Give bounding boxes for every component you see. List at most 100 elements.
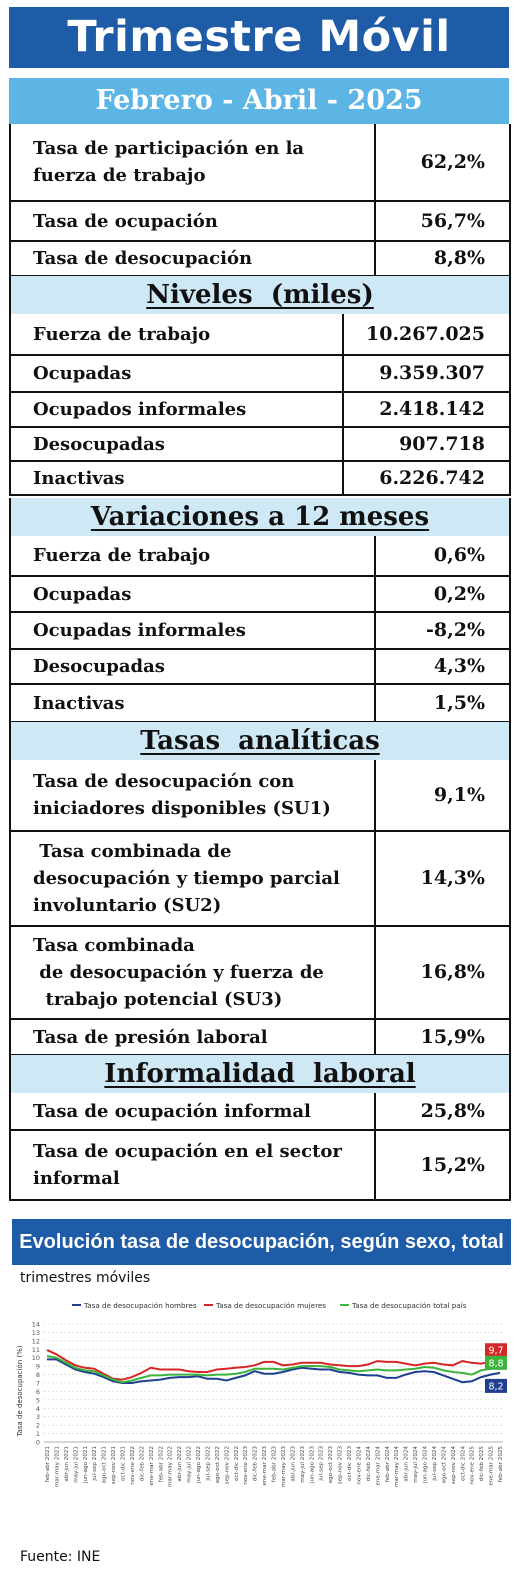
table-row: Fuerza de trabajo 10.267.025 <box>9 314 511 356</box>
x-tick-label: dic-feb 2022 <box>139 1446 145 1481</box>
x-tick-label: jun-ago 2022 <box>196 1446 202 1484</box>
y-tick-label: 5 <box>36 1396 40 1404</box>
indicator-label-line: Tasa de presión laboral <box>33 1026 268 1048</box>
table-row: Tasa combinada de desocupación y tiempo p… <box>9 831 511 927</box>
indicator-value: 9.359.307 <box>342 355 511 393</box>
x-tick-label: jul-sep 2022 <box>205 1446 211 1482</box>
x-tick-label: abr-jun 2023 <box>290 1446 296 1482</box>
indicator-label-line: Tasa de ocupación <box>33 210 218 232</box>
indicator-label-line: desocupación y tiempo parcial <box>33 868 340 889</box>
y-tick-label: 2 <box>36 1422 40 1430</box>
table-row: Ocupados informales 2.418.142 <box>9 392 511 428</box>
x-tick-label: ago-oct 2022 <box>215 1446 221 1483</box>
indicator-label: Inactivas <box>9 461 344 496</box>
table-row: Desocupadas 907.718 <box>9 427 511 462</box>
table-row: Tasa de ocupación en el sector informal 15… <box>9 1130 511 1201</box>
x-tick-label: mar-may 2021 <box>54 1446 60 1487</box>
x-tick-label: sep-nov 2023 <box>338 1446 344 1485</box>
x-tick-label: feb-abr 2022 <box>158 1446 164 1482</box>
indicator-value: 0,2% <box>374 576 511 613</box>
table-row: Ocupadas 0,2% <box>9 576 511 613</box>
section-heading-text: Informalidad laboral <box>104 1059 416 1089</box>
indicator-label: Ocupadas <box>9 355 344 393</box>
y-tick-label: 0 <box>36 1439 40 1447</box>
indicator-label: Tasa combinada de desocupación y tiempo p… <box>9 831 376 927</box>
table-row: Inactivas 6.226.742 <box>9 461 511 496</box>
indicator-value: 8,8% <box>374 241 511 277</box>
indicator-label-line: Tasa de desocupación con <box>33 771 295 792</box>
table-row: Tasa de desocupación 8,8% <box>9 241 511 277</box>
indicator-table: Fuerza de trabajo 10.267.025 Ocupadas 9.359… <box>9 314 511 496</box>
x-tick-label: ene-mar 2023 <box>262 1446 268 1486</box>
x-tick-label: ago-oct 2024 <box>441 1446 447 1484</box>
x-tick-label: may-jul 2021 <box>73 1446 79 1483</box>
table-row: Ocupadas informales -8,2% <box>9 612 511 650</box>
y-tick-label: 3 <box>36 1413 40 1421</box>
indicator-label: Ocupadas <box>9 576 376 613</box>
x-tick-label: may-jul 2024 <box>413 1446 419 1483</box>
section-heading: Niveles (miles) <box>9 276 511 314</box>
unemployment-chart: Tasa de desocupación hombres Tasa de deso… <box>16 1301 507 1487</box>
chart-subtitle: trimestres móviles <box>20 1270 151 1286</box>
indicator-label: Desocupadas <box>9 649 376 685</box>
x-tick-label: jul-sep 2024 <box>432 1446 438 1482</box>
indicator-label-line: de desocupación y fuerza de <box>33 962 324 983</box>
x-tick-label: nov-ene 2024 <box>356 1446 362 1485</box>
indicator-label-line: trabajo potencial (SU3) <box>33 989 283 1010</box>
table-row: Tasa combinada de desocupación y fuerza … <box>9 926 511 1020</box>
indicator-value: 62,2% <box>374 124 511 202</box>
x-tick-label: ene-mar 2024 <box>375 1446 381 1486</box>
indicator-label: Tasa de ocupación <box>9 201 376 242</box>
x-tick-label: oct-dic 2021 <box>121 1446 127 1481</box>
indicator-value: 1,5% <box>374 684 511 723</box>
indicator-label-line: iniciadores disponibles (SU1) <box>33 798 331 819</box>
x-tick-label: nov-ene 2023 <box>243 1446 249 1485</box>
indicator-value: 16,8% <box>374 926 511 1020</box>
indicator-label-line: Tasa de ocupación informal <box>33 1100 311 1122</box>
y-tick-label: 10 <box>32 1354 40 1362</box>
y-tick-label: 1 <box>36 1430 40 1438</box>
indicator-value: 2.418.142 <box>342 392 511 428</box>
y-axis-label: Tasa de desocupación (%) <box>16 1345 24 1437</box>
y-tick-label: 7 <box>36 1380 40 1388</box>
indicator-label: Fuerza de trabajo <box>9 536 376 577</box>
x-tick-label: dic-feb 2023 <box>253 1446 259 1482</box>
x-tick-label: sep-nov 2022 <box>224 1446 230 1484</box>
indicator-label: Inactivas <box>9 684 376 723</box>
x-tick-label: feb-abr 2021 <box>45 1446 51 1483</box>
legend-label: Tasa de desocupación mujeres <box>215 1301 326 1310</box>
indicator-value: 25,8% <box>374 1093 511 1131</box>
x-tick-label: jun-ago 2021 <box>83 1446 89 1485</box>
section-heading: Informalidad laboral <box>9 1055 511 1093</box>
table-row: Tasa de ocupación 56,7% <box>9 201 511 242</box>
table-row: Desocupadas 4,3% <box>9 649 511 685</box>
indicator-label: Tasa de participación en la fuerza de tra… <box>9 124 376 202</box>
indicator-label-line: Tasa de participación en la <box>33 138 305 159</box>
end-value-box <box>485 1355 507 1370</box>
series-line <box>46 1355 501 1384</box>
x-tick-label: abr-jun 2021 <box>64 1446 70 1482</box>
legend-label: Tasa de desocupación total país <box>351 1301 467 1310</box>
indicator-label: Ocupadas informales <box>9 612 376 650</box>
indicator-label-line: Tasa de desocupación <box>33 248 253 269</box>
y-tick-label: 9 <box>36 1363 40 1371</box>
x-tick-label: ago-oct 2021 <box>102 1446 108 1484</box>
chart-banner: Evolución tasa de desocupación, según se… <box>12 1219 511 1299</box>
x-tick-label: mar-may 2024 <box>394 1446 400 1487</box>
indicator-value: 15,2% <box>374 1130 511 1201</box>
indicator-label: Tasa de desocupación con iniciadores disp… <box>9 760 376 832</box>
indicator-value: 15,9% <box>374 1019 511 1056</box>
period-banner: Febrero - Abril - 2025 <box>9 78 509 124</box>
end-value-label: 8,8 <box>488 1358 503 1369</box>
indicator-label-line: Tasa combinada <box>33 935 195 956</box>
x-tick-label: oct-dic 2023 <box>347 1446 353 1481</box>
y-tick-label: 12 <box>32 1337 40 1345</box>
x-tick-label: nov-ene 2025 <box>470 1446 476 1485</box>
y-tick-label: 14 <box>32 1321 40 1329</box>
indicator-label: Tasa de desocupación <box>9 241 376 277</box>
series-line <box>46 1349 501 1381</box>
x-tick-label: nov-ene 2022 <box>130 1446 136 1485</box>
end-value-label: 9,7 <box>488 1346 503 1357</box>
indicator-label-line: fuerza de trabajo <box>33 165 206 186</box>
x-tick-label: may-jul 2023 <box>300 1446 306 1483</box>
